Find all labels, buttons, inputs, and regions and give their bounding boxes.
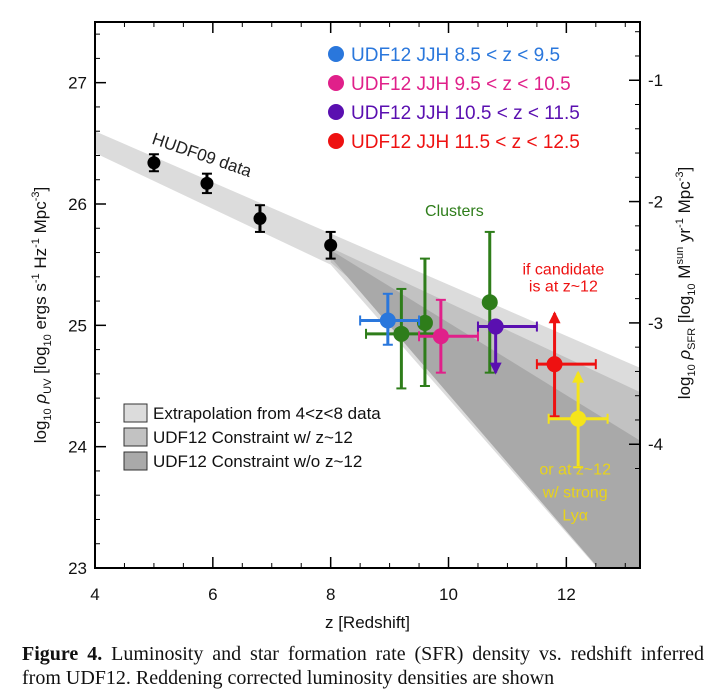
y-tick-label-left: 25 (68, 316, 87, 335)
legend-marker (328, 46, 344, 62)
y-axis-label-left-part: Mpc (31, 201, 50, 238)
y-axis-label-right-part: [log (675, 296, 694, 328)
y-tick-label-left: 24 (68, 438, 87, 457)
data-point (253, 204, 267, 233)
plot-area (95, 22, 640, 568)
marker-or-at-z-12-w-strong-ly- (570, 410, 587, 427)
annotation-lya-3: Lyα (562, 508, 588, 525)
legend-swatch (123, 427, 148, 447)
y-axis-label-left-part: -1 (30, 238, 42, 248)
y-axis-label-left-part: -1 (30, 273, 42, 283)
data-point (418, 298, 479, 374)
y-axis-label-left: log10 ρUV [log10 ergs s-1 Hz-1 Mpc-3] (30, 187, 54, 444)
y-tick-label-right: -3 (648, 314, 663, 333)
legend-label-band: Extrapolation from 4<z<8 data (153, 404, 381, 423)
upper-limit-arrow (489, 362, 502, 375)
data-point (359, 292, 421, 346)
y-axis-label-right-part: Mpc (675, 181, 694, 218)
annotation-candidate-1: if candidate (522, 261, 604, 278)
y-axis-label-right-part: ρ (675, 350, 694, 365)
y-axis-label-right-part: ] (675, 167, 694, 172)
legend-label: UDF12 JJH 9.5 < z < 10.5 (351, 74, 571, 95)
marker-clusters (481, 294, 498, 311)
y-axis-label-right-part: M (675, 265, 694, 284)
marker-hudf09-data (200, 176, 214, 190)
marker-udf12-jjh-9-5-z-10-5 (432, 328, 449, 345)
data-point (200, 172, 214, 195)
y-axis-label-left-part: log (31, 421, 50, 444)
plot-frame (94, 21, 641, 569)
data-point (535, 311, 597, 418)
figure-4-chart: 4 6 8 10 12 23 24 25 26 27 -1 -2 -3 -4 z [Redshift] log… (30, 21, 698, 632)
annotation-lya-1: or at z~12 (539, 462, 611, 479)
data-point (416, 257, 433, 387)
y-axis-label-left-part: ρ (31, 394, 50, 409)
legend-marker (328, 133, 344, 149)
legend-label: UDF12 JJH 11.5 < z < 12.5 (351, 132, 580, 153)
legend-swatch (123, 403, 148, 423)
y-axis-label-left-part: ] (31, 187, 50, 192)
y-tick-label-left: 23 (68, 559, 87, 578)
marker-udf12-jjh-10-5-z-11-5 (487, 318, 504, 335)
data-point (324, 230, 338, 260)
marker-clusters (416, 314, 433, 331)
y-axis-label-left-part: ergs s (31, 283, 50, 334)
y-axis-label-right-part: -1 (674, 218, 686, 228)
y-axis-label-left-part: UV (42, 378, 54, 394)
y-axis-label-right-part: yr (675, 228, 694, 247)
x-tick-label: 8 (326, 585, 335, 604)
y-axis-label-right-part: -3 (674, 172, 686, 182)
data-point (476, 318, 538, 375)
legend-marker (328, 75, 344, 91)
y-axis-label-right: log10 ρSFR [log10 Msun yr-1 Mpc-3] (674, 167, 698, 399)
legend-label: UDF12 JJH 8.5 < z < 9.5 (351, 45, 560, 66)
y-axis-label-left-part: [log (31, 346, 50, 378)
legend-swatch (123, 451, 148, 471)
marker-hudf09-data (147, 156, 161, 170)
band-0 (95, 131, 640, 568)
marker-hudf09-data (253, 212, 267, 226)
y-axis-label-left-part: -3 (30, 191, 42, 201)
lower-limit-arrow (572, 370, 585, 383)
marker-udf12-jjh-8-5-z-9-5 (379, 312, 396, 329)
marker-hudf09-data (324, 238, 338, 252)
y-axis-label-right-part: log (675, 377, 694, 400)
legend-label-band: UDF12 Constraint w/o z~12 (153, 452, 362, 471)
y-axis-label-right-part: 10 (686, 364, 698, 376)
annotation-candidate-2: is at z~12 (529, 278, 598, 295)
marker-clusters (393, 325, 410, 342)
y-tick-label-right: -1 (648, 71, 663, 90)
y-axis-label-left-part: 10 (42, 334, 54, 346)
y-tick-label-left: 26 (68, 195, 87, 214)
marker-udf12-jjh-11-5-z-12-5 (546, 356, 563, 373)
y-axis-label-left-part: 10 (42, 408, 54, 420)
y-axis-label-right-part: SFR (686, 328, 698, 350)
y-tick-label-left: 27 (68, 74, 87, 93)
legend-label-band: UDF12 Constraint w/ z~12 (153, 428, 353, 447)
y-axis-label-right-part: sun (674, 247, 686, 265)
y-tick-label-right: -2 (648, 193, 663, 212)
chart-svg: 4 6 8 10 12 23 24 25 26 27 -1 -2 -3 -4 z [Redshift] log… (30, 21, 698, 632)
figure-caption: Figure 4. Luminosity and star formation … (22, 642, 704, 690)
data-point (147, 153, 161, 173)
caption-text: Luminosity and star formation rate (SFR)… (22, 643, 704, 689)
x-axis-label: z [Redshift] (325, 613, 410, 632)
y-tick-label-right: -4 (648, 435, 663, 454)
data-point (481, 230, 498, 374)
annotation-lya-2: w/ strong (542, 485, 608, 502)
legend-marker (328, 104, 344, 120)
x-tick-label: 10 (439, 585, 458, 604)
legend-label: UDF12 JJH 10.5 < z < 11.5 (351, 103, 580, 124)
y-axis-label-right-part: 10 (686, 283, 698, 295)
lower-limit-arrow (548, 311, 561, 324)
y-axis-label-left-part: Hz (31, 248, 50, 274)
data-point (547, 370, 609, 469)
annotation-clusters: Clusters (425, 203, 484, 220)
caption-label: Figure 4. (22, 643, 103, 665)
x-tick-label: 12 (557, 585, 576, 604)
x-tick-label: 4 (90, 585, 99, 604)
x-tick-label: 6 (208, 585, 217, 604)
